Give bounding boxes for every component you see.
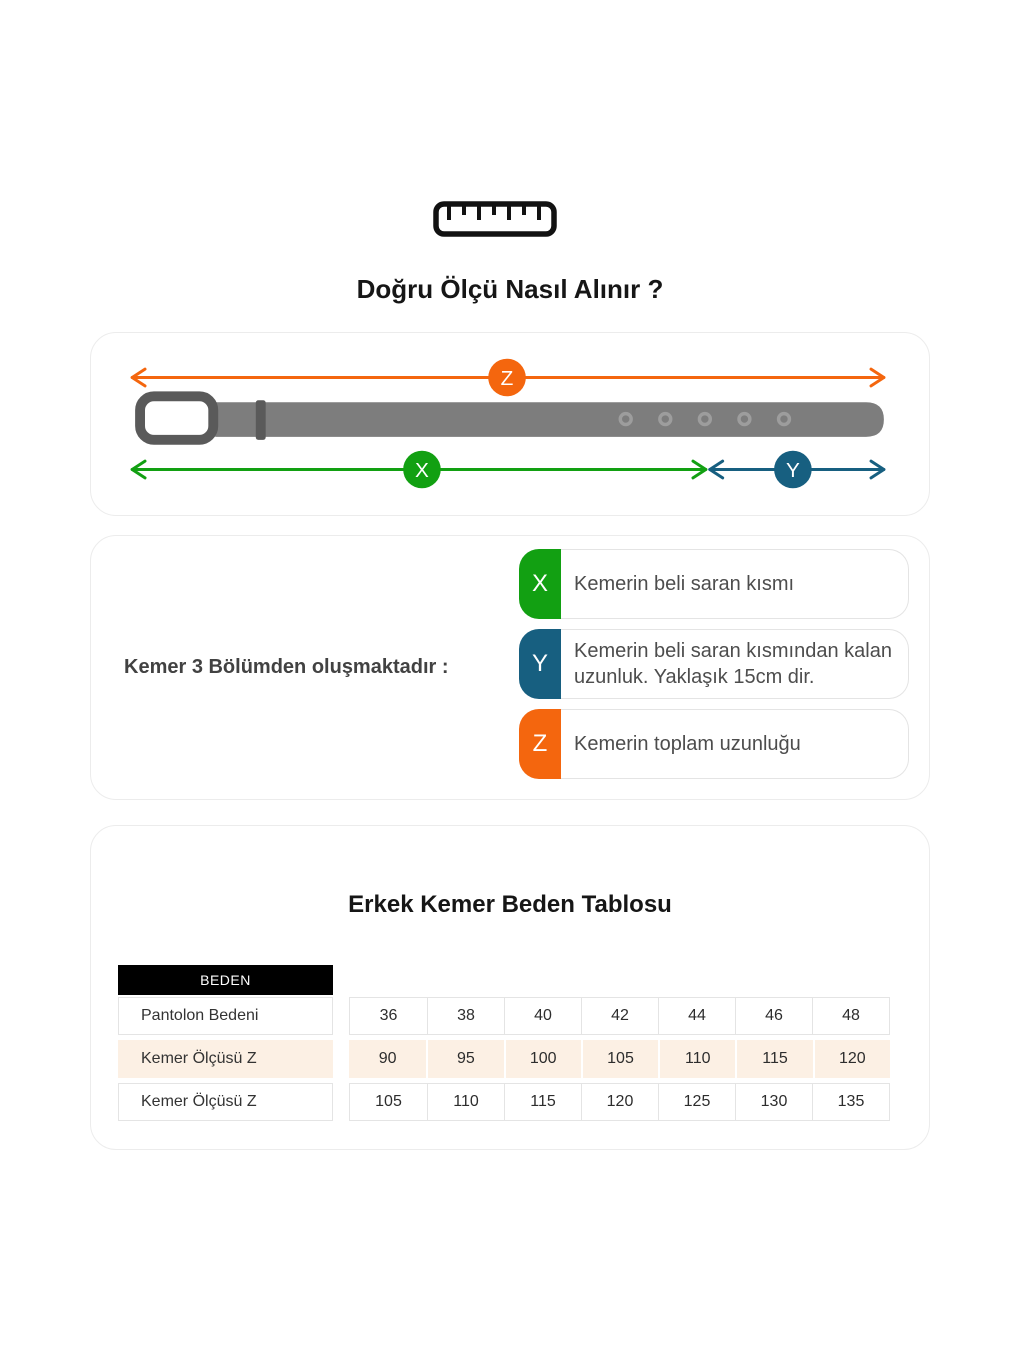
values-header-spacer bbox=[349, 965, 890, 995]
belt-keeper bbox=[255, 400, 266, 440]
table-row-belt-x: 90 95 100 105 110 115 120 bbox=[349, 1040, 890, 1078]
row-label-kemer-olcusu-1: Kemer Ölçüsü Z bbox=[118, 1040, 333, 1078]
ruler-icon bbox=[433, 201, 557, 237]
belt-holes bbox=[618, 411, 792, 427]
legend-item-y: Y Kemerin beli saran kısmından kalan uzu… bbox=[519, 629, 909, 699]
table-row-belt-z: 105 110 115 120 125 130 135 bbox=[349, 1083, 890, 1121]
belt-buckle bbox=[135, 391, 219, 445]
page-title: Doğru Ölçü Nasıl Alınır ? bbox=[356, 274, 664, 304]
y-badge bbox=[774, 450, 812, 489]
belt-strap bbox=[215, 402, 884, 437]
legend-badge-x: X bbox=[519, 549, 561, 619]
legend-text-x: Kemerin beli saran kısmı bbox=[561, 549, 909, 619]
size-cell: 130 bbox=[735, 1084, 812, 1120]
size-cell: 95 bbox=[426, 1040, 503, 1078]
legend-rows: X Kemerin beli saran kısmı Y Kemerin bel… bbox=[519, 549, 909, 789]
size-cell: 125 bbox=[658, 1084, 735, 1120]
legend-text-y: Kemerin beli saran kısmından kalan uzunl… bbox=[561, 629, 909, 699]
size-cell: 110 bbox=[658, 1040, 735, 1078]
size-cell: 135 bbox=[812, 1084, 889, 1120]
size-cell: 115 bbox=[735, 1040, 812, 1078]
legend-heading: Kemer 3 Bölümden oluşmaktadır : bbox=[124, 656, 449, 678]
size-cell: 46 bbox=[735, 998, 812, 1034]
x-badge-label: X bbox=[415, 459, 429, 482]
size-table-values-column: 36 38 40 42 44 46 48 90 95 100 105 110 1… bbox=[349, 965, 890, 1126]
size-cell: 120 bbox=[581, 1084, 658, 1120]
size-cell: 110 bbox=[427, 1084, 504, 1120]
legend-card: Kemer 3 Bölümden oluşmaktadır : X Kemeri… bbox=[90, 535, 930, 800]
row-label-kemer-olcusu-2: Kemer Ölçüsü Z bbox=[118, 1083, 333, 1121]
legend-badge-z: Z bbox=[519, 709, 561, 779]
beden-header: BEDEN bbox=[118, 965, 333, 995]
size-cell: 38 bbox=[427, 998, 504, 1034]
size-cell: 105 bbox=[375, 1093, 402, 1110]
size-table: BEDEN Pantolon Bedeni Kemer Ölçüsü Z Kem… bbox=[118, 965, 890, 1126]
table-row-pant-sizes: 36 38 40 42 44 46 48 bbox=[349, 997, 890, 1035]
belt-diagram-card: Z X Y bbox=[90, 332, 930, 516]
size-cell: 36 bbox=[379, 1007, 398, 1024]
belt-diagram: Z X Y bbox=[130, 358, 886, 489]
size-cell: 115 bbox=[504, 1084, 581, 1120]
z-badge-label: Z bbox=[501, 367, 514, 390]
size-cell: 48 bbox=[812, 998, 889, 1034]
size-table-title: Erkek Kemer Beden Tablosu bbox=[348, 891, 672, 918]
size-cell: 40 bbox=[504, 998, 581, 1034]
size-cell: 120 bbox=[812, 1040, 890, 1078]
y-badge-label: Y bbox=[786, 459, 800, 482]
size-cell: 42 bbox=[581, 998, 658, 1034]
x-badge bbox=[403, 450, 441, 489]
z-badge bbox=[488, 358, 526, 397]
legend-item-x: X Kemerin beli saran kısmı bbox=[519, 549, 909, 619]
legend-badge-y: Y bbox=[519, 629, 561, 699]
size-cell: 100 bbox=[503, 1040, 581, 1078]
size-table-labels-column: BEDEN Pantolon Bedeni Kemer Ölçüsü Z Kem… bbox=[118, 965, 333, 1126]
size-cell: 105 bbox=[580, 1040, 658, 1078]
legend-text-z: Kemerin toplam uzunluğu bbox=[561, 709, 909, 779]
legend-item-z: Z Kemerin toplam uzunluğu bbox=[519, 709, 909, 779]
size-cell: 90 bbox=[378, 1050, 397, 1067]
size-cell: 44 bbox=[658, 998, 735, 1034]
row-label-pantolon-bedeni: Pantolon Bedeni bbox=[118, 997, 333, 1035]
size-table-card: Erkek Kemer Beden Tablosu BEDEN Pantolon… bbox=[90, 825, 930, 1150]
